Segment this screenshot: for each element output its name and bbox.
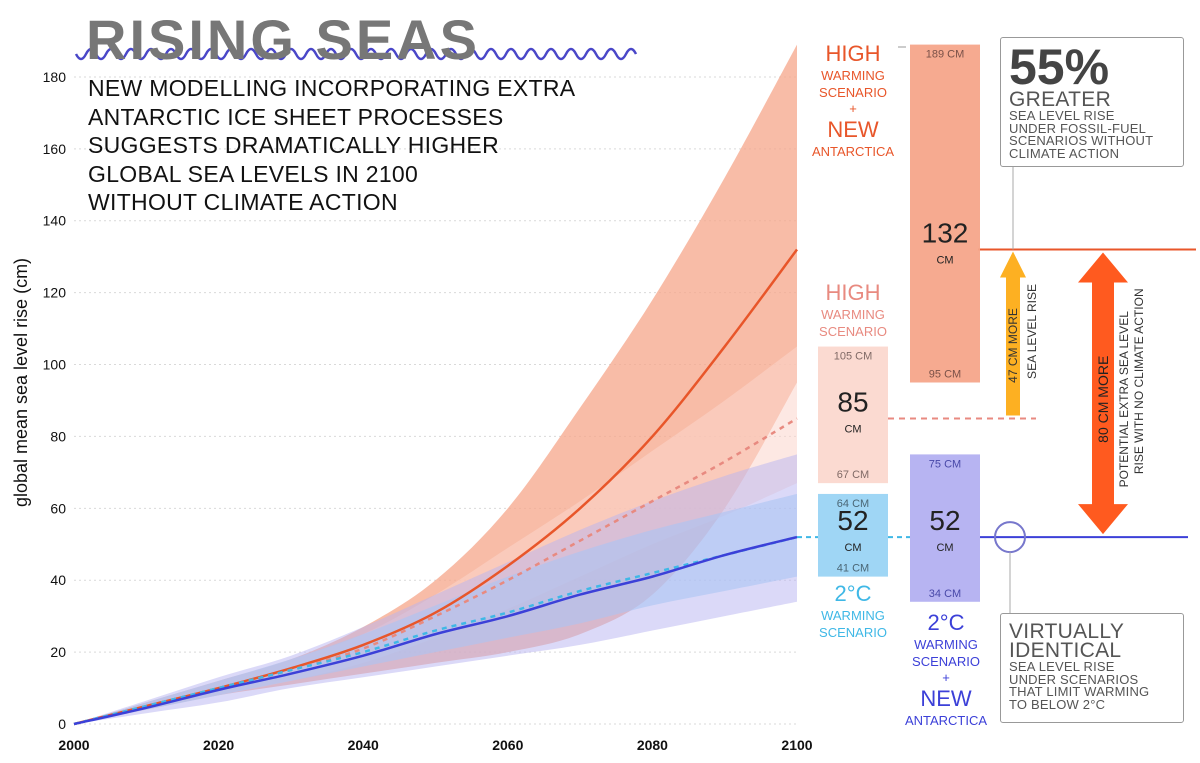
callout-virtually-identical: VIRTUALLY IDENTICAL SEA LEVEL RISE UNDER… xyxy=(1000,613,1184,723)
range-low-label: 95 CM xyxy=(929,369,961,381)
median-unit: CM xyxy=(936,254,953,266)
median-value: 85 xyxy=(837,386,868,417)
callout-heading: GREATER xyxy=(1009,88,1112,111)
median-value: 52 xyxy=(837,505,868,536)
arrow-80cm xyxy=(1078,252,1128,535)
label-high-new-antarctica: ANTARCTICA xyxy=(812,144,894,159)
y-tick-label: 100 xyxy=(43,357,67,373)
label-low-new-line-b: SCENARIO xyxy=(912,654,980,669)
arrow-47cm-sublabel: SEA LEVEL RISE xyxy=(1025,284,1039,379)
range-low-label: 41 CM xyxy=(837,563,869,575)
wave-decoration xyxy=(74,47,638,61)
series-line xyxy=(73,535,798,726)
median-value: 52 xyxy=(929,505,960,536)
wave-line xyxy=(74,47,638,61)
range-bar-high xyxy=(818,346,888,484)
y-tick-label: 180 xyxy=(43,69,67,85)
arrow-47cm-label: 47 CM MORE xyxy=(1006,308,1020,383)
median-value: 132 xyxy=(922,217,969,248)
label-low-new-antarctica: ANTARCTICA xyxy=(905,713,987,728)
label-low-new-plus: + xyxy=(942,670,950,685)
x-tick-label: 2100 xyxy=(781,737,812,753)
range-bar-low-new xyxy=(910,454,980,602)
x-tick-label: 2040 xyxy=(348,737,379,753)
arrow-47cm xyxy=(1000,251,1026,416)
y-tick-label: 60 xyxy=(50,500,66,516)
range-high-label: 105 CM xyxy=(834,351,873,363)
callout-text: SEA LEVEL RISE UNDER FOSSIL-FUEL SCENARI… xyxy=(1009,108,1154,161)
range-high-label: 64 CM xyxy=(837,498,869,510)
label-high-new-new: NEW xyxy=(827,117,879,142)
x-tick-label: 2020 xyxy=(203,737,234,753)
scenario-panel: 189 CM 95 CM 132 CM 105 CM 67 CM 85 CM 64 CM 41 C… xyxy=(797,41,1196,728)
label-low-line-b: SCENARIO xyxy=(819,625,887,640)
label-low-line-a: WARMING xyxy=(821,608,885,623)
range-bar-low xyxy=(818,493,888,577)
y-tick-label: 0 xyxy=(58,716,66,732)
y-tick-label: 120 xyxy=(43,285,67,301)
median-unit: CM xyxy=(844,542,861,554)
label-high-new-plus: + xyxy=(849,101,857,116)
y-tick-label: 160 xyxy=(43,141,67,157)
x-tick-label: 2060 xyxy=(492,737,523,753)
arrow-80cm-label: 80 CM MORE xyxy=(1095,356,1111,443)
y-tick-label: 20 xyxy=(50,644,66,660)
series-line xyxy=(73,248,799,726)
range-low-label: 34 CM xyxy=(929,588,961,600)
range-low-label: 67 CM xyxy=(837,469,869,481)
callout-heading: VIRTUALLY IDENTICAL xyxy=(1009,620,1125,662)
x-tick-label: 2080 xyxy=(637,737,668,753)
arrow-80cm-sublabel: POTENTIAL EXTRA SEA LEVEL xyxy=(1117,311,1131,488)
label-low-title: 2°C xyxy=(835,581,872,606)
y-tick-label: 40 xyxy=(50,572,66,588)
range-bar-high-new xyxy=(910,44,980,383)
page-subtitle: NEW MODELLING INCORPORATING EXTRA ANTARC… xyxy=(88,75,576,215)
callout-text: SEA LEVEL RISE UNDER SCENARIOS THAT LIMI… xyxy=(1009,659,1150,712)
y-axis-label: global mean sea level rise (cm) xyxy=(11,258,31,507)
label-high-line-a: WARMING xyxy=(821,307,885,322)
label-high-new-line-a: WARMING xyxy=(821,68,885,83)
arrow-80cm-sublabel: RISE WITH NO CLIMATE ACTION xyxy=(1132,288,1146,474)
y-tick-label: 140 xyxy=(43,213,67,229)
label-low-new-title: 2°C xyxy=(928,610,965,635)
range-high-label: 75 CM xyxy=(929,458,961,470)
y-tick-label: 80 xyxy=(50,428,66,444)
range-high-label: 189 CM xyxy=(926,49,965,61)
label-low-new-line-a: WARMING xyxy=(914,637,978,652)
callout-55-percent: 55% GREATER SEA LEVEL RISE UNDER FOSSIL-… xyxy=(1000,37,1184,167)
series-line xyxy=(73,535,798,726)
median-unit: CM xyxy=(844,423,861,435)
label-high-line-b: SCENARIO xyxy=(819,324,887,339)
median-unit: CM xyxy=(936,542,953,554)
label-high-title: HIGH xyxy=(826,280,881,305)
label-low-new-new: NEW xyxy=(920,686,972,711)
label-high-new-title: HIGH xyxy=(826,41,881,66)
callout-big-number: 55% xyxy=(1009,39,1110,95)
page-title: RISING SEAS xyxy=(86,8,480,71)
series-lines xyxy=(73,248,799,726)
label-high-new-line-b: SCENARIO xyxy=(819,85,887,100)
x-tick-label: 2000 xyxy=(58,737,89,753)
